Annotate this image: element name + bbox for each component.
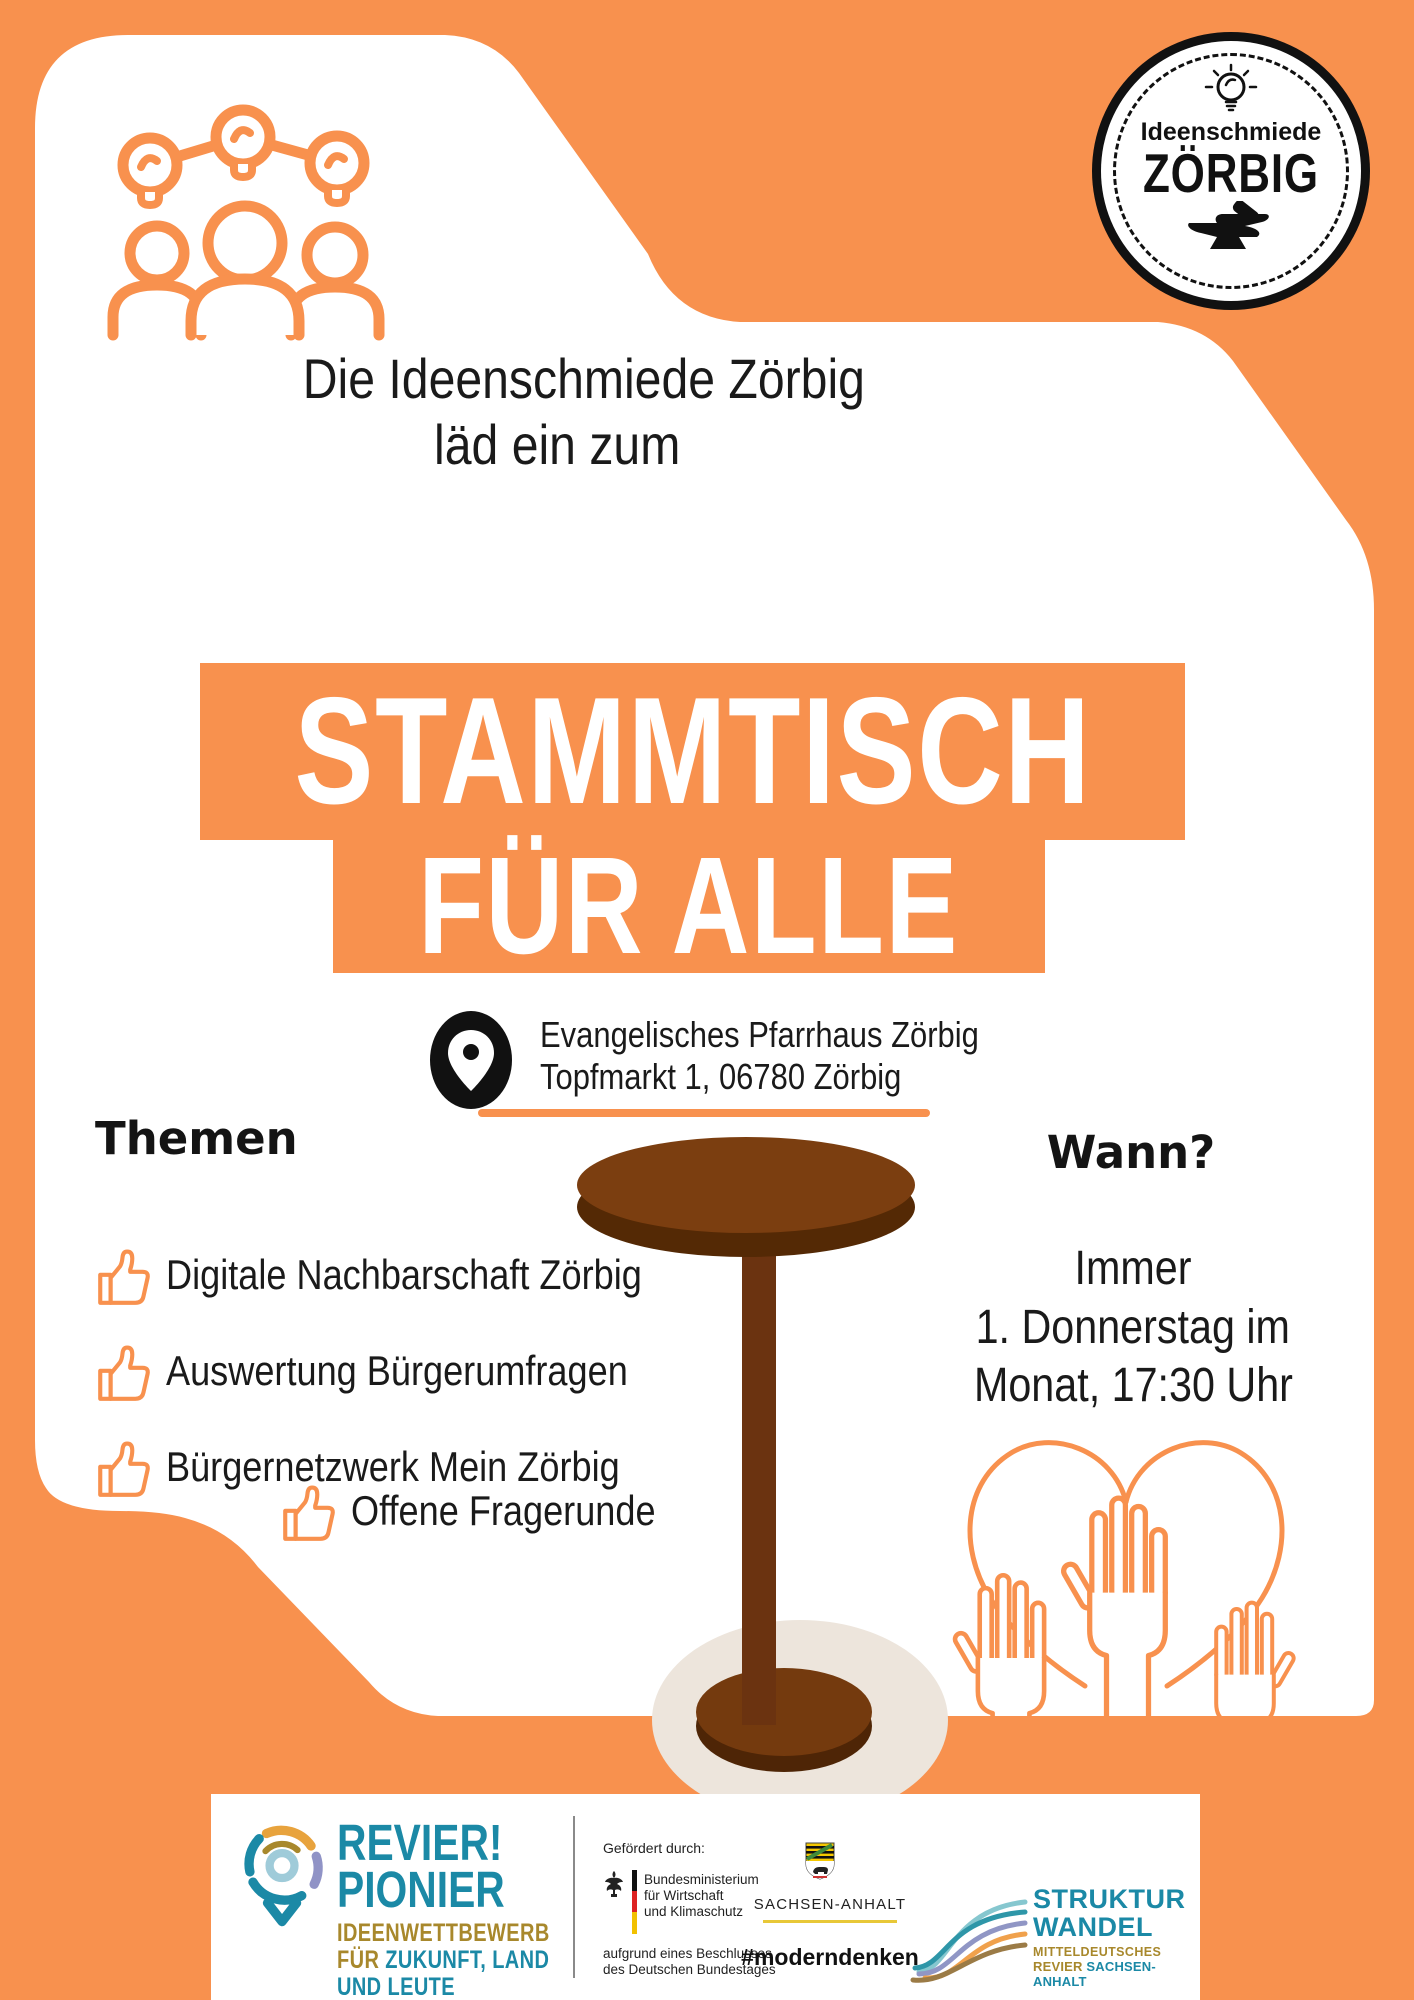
struktur-line-2: WANDEL (1033, 1911, 1153, 1942)
wann-line-3: Monat, 17:30 Uhr (973, 1359, 1293, 1413)
footer-logo-bar: REVIER! PIONIER IDEENWETTBEWERB FÜR ZUKU… (211, 1794, 1200, 2000)
title-band-2: FÜR ALLE (333, 829, 1045, 983)
table-illustration (577, 1137, 948, 1820)
location-pin-icon (430, 1011, 512, 1109)
wann-text: Immer 1. Donnerstag im Monat, 17:30 Uhr (918, 1240, 1348, 1416)
list-item-label: Offene Fragerunde (351, 1487, 656, 1534)
raised-hands-icon (952, 1495, 1296, 1716)
badge-dashed-ring (1113, 53, 1349, 289)
german-flag-bar (632, 1870, 637, 1934)
intro-line-1: Die Ideenschmiede Zörbig (302, 347, 865, 410)
ideenschmiede-badge: Ideenschmiede ZÖRBIG (1092, 32, 1370, 310)
revier-pionier-pin-icon (244, 1825, 323, 1927)
strukturwandel-swoosh-icon (910, 1899, 1028, 1983)
intro-text: Die Ideenschmiede Zörbig läd ein zum (257, 346, 865, 477)
list-item-label: Bürgernetzwerk Mein Zörbig (166, 1443, 620, 1490)
badge-city-text: ZÖRBIG (1143, 142, 1319, 204)
anvil-hammer-icon (1188, 201, 1269, 250)
state-label: SACHSEN-ANHALT (753, 1896, 907, 1913)
title-line-2: FÜR ALLE (418, 829, 960, 983)
lightbulb-icon (1204, 63, 1258, 112)
location-line-2: Topfmarkt 1, 06780 Zörbig (540, 1055, 902, 1097)
state-underline (763, 1920, 897, 1923)
revier-line-4: FÜR ZUKUNFT, LAND (337, 1945, 550, 1974)
list-item: Auswertung Bürgerumfragen (96, 1344, 703, 1406)
wann-heading: Wann? (1046, 1126, 1216, 1179)
thumbs-up-icon (98, 1249, 150, 1305)
revier-line-1: REVIER! (337, 1814, 503, 1871)
list-item: Bürgernetzwerk Mein Zörbig (96, 1440, 694, 1502)
sachsen-anhalt-crest-icon (805, 1842, 835, 1880)
strukturwandel-logo-text: STRUKTUR WANDEL MITTELDEUTSCHES REVIER S… (1033, 1884, 1200, 1990)
wann-line-1: Immer (1074, 1242, 1192, 1295)
thumbs-up-icon (98, 1345, 150, 1401)
divider-line (478, 1109, 930, 1117)
revier-line-3: IDEENWETTBEWERB (337, 1918, 550, 1947)
ministry-text: Bundesministerium für Wirtschaft und Kli… (644, 1872, 759, 1919)
funding-note: aufgrund eines Beschlusses des Deutschen… (603, 1946, 776, 1978)
federal-eagle-icon (605, 1871, 623, 1897)
struktur-line-1: STRUKTUR (1033, 1884, 1186, 1914)
list-item-label: Auswertung Bürgerumfragen (166, 1347, 628, 1394)
funding-label: Gefördert durch: (603, 1840, 705, 1856)
intro-line-2: läd ein zum (433, 412, 681, 476)
brainstorm-people-icon (107, 104, 385, 341)
ministry-logo: Bundesministerium für Wirtschaft und Kli… (603, 1870, 759, 1934)
themen-heading: Themen (95, 1112, 298, 1165)
list-item-label: Digitale Nachbarschaft Zörbig (166, 1251, 642, 1298)
location-line-1: Evangelisches Pfarrhaus Zörbig (540, 1014, 979, 1055)
list-item: Offene Fragerunde (281, 1484, 705, 1546)
thumbs-up-icon (98, 1441, 150, 1497)
footer-divider (573, 1816, 575, 1978)
people-icon (107, 200, 385, 341)
title-line-1: STAMMTISCH (293, 666, 1092, 836)
location-text: Evangelisches Pfarrhaus Zörbig Topfmarkt… (540, 1014, 1414, 1098)
wann-line-2: 1. Donnerstag im (975, 1300, 1291, 1354)
revier-line-5: UND LEUTE (337, 1972, 456, 2000)
struktur-line-4: REVIER SACHSEN-ANHALT (1033, 1959, 1156, 1990)
thumbs-up-icon (283, 1485, 335, 1541)
hashtag-text: #moderndenken (741, 1944, 919, 1970)
title-band-1: STAMMTISCH (200, 663, 1185, 840)
badge-name-text: Ideenschmiede (1140, 118, 1322, 146)
revier-line-2: PIONIER (337, 1860, 505, 1918)
revier-pionier-logo-text: REVIER! PIONIER IDEENWETTBEWERB FÜR ZUKU… (337, 1814, 550, 2000)
list-item: Digitale Nachbarschaft Zörbig (96, 1248, 719, 1310)
struktur-line-3: MITTELDEUTSCHES (1033, 1945, 1162, 1960)
